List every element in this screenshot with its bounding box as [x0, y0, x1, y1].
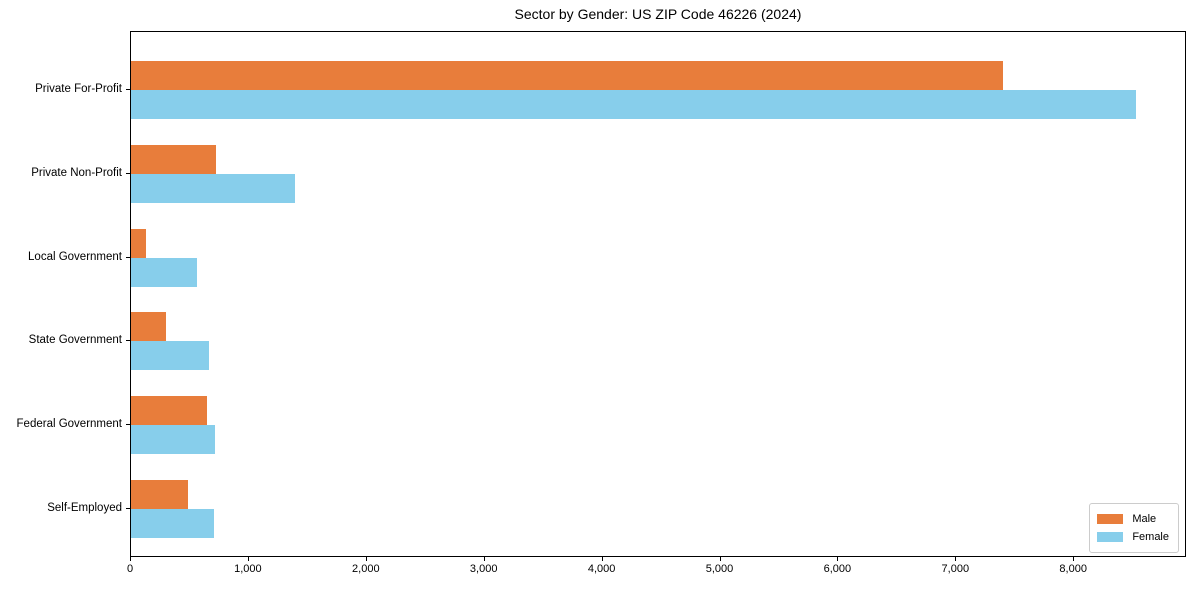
legend-item-female: Female — [1097, 529, 1169, 545]
x-tick-5 — [719, 557, 721, 561]
bar-male-5 — [131, 480, 188, 509]
y-tick-0 — [126, 89, 130, 90]
bar-male-3 — [131, 312, 167, 342]
x-tick-label: 8,000 — [1059, 563, 1087, 575]
y-category-label: Federal Government — [16, 418, 122, 431]
y-tick-2 — [126, 256, 130, 258]
legend-swatch-female — [1097, 532, 1124, 542]
bar-male-1 — [131, 144, 216, 174]
chart-title: Sector by Gender: US ZIP Code 46226 (202… — [514, 6, 802, 22]
x-tick-label: 7,000 — [941, 563, 970, 575]
x-tick-4 — [601, 557, 603, 561]
y-category-label: Local Government — [28, 250, 122, 263]
y-tick-5 — [126, 508, 130, 509]
plot-area: Male Female — [130, 31, 1186, 557]
legend: Male Female — [1089, 503, 1179, 553]
x-tick-label: 2,000 — [352, 563, 380, 575]
x-tick-3 — [483, 557, 485, 561]
x-tick-1 — [247, 557, 249, 561]
y-category-label: Self-Employed — [47, 502, 122, 514]
legend-swatch-male — [1097, 514, 1124, 524]
bar-male-4 — [131, 396, 207, 426]
bar-female-3 — [131, 341, 209, 371]
bar-male-0 — [131, 61, 1004, 90]
y-category-label: Private Non-Profit — [31, 166, 122, 179]
x-tick-label: 3,000 — [469, 563, 498, 575]
bar-female-1 — [131, 173, 295, 203]
x-tick-6 — [837, 557, 839, 561]
bar-female-5 — [131, 509, 214, 538]
bar-female-0 — [131, 90, 1136, 119]
y-tick-4 — [126, 424, 130, 426]
y-tick-3 — [126, 340, 130, 342]
x-tick-2 — [365, 557, 367, 561]
x-tick-0 — [130, 557, 131, 561]
x-tick-label: 5,000 — [705, 563, 734, 575]
y-category-label: State Government — [28, 334, 122, 347]
y-category-label: Private For-Profit — [35, 83, 122, 95]
legend-label: Female — [1132, 531, 1169, 543]
x-tick-label: 0 — [126, 563, 134, 575]
x-tick-label: 1,000 — [234, 563, 262, 575]
legend-label: Male — [1132, 513, 1157, 525]
y-tick-1 — [126, 172, 130, 174]
x-tick-label: 4,000 — [587, 563, 616, 575]
legend-item-male: Male — [1097, 511, 1169, 527]
x-tick-7 — [955, 557, 957, 561]
bar-female-2 — [131, 257, 197, 287]
bar-male-2 — [131, 228, 147, 258]
x-tick-8 — [1073, 557, 1075, 561]
bar-female-4 — [131, 425, 215, 455]
x-tick-label: 6,000 — [823, 563, 852, 575]
